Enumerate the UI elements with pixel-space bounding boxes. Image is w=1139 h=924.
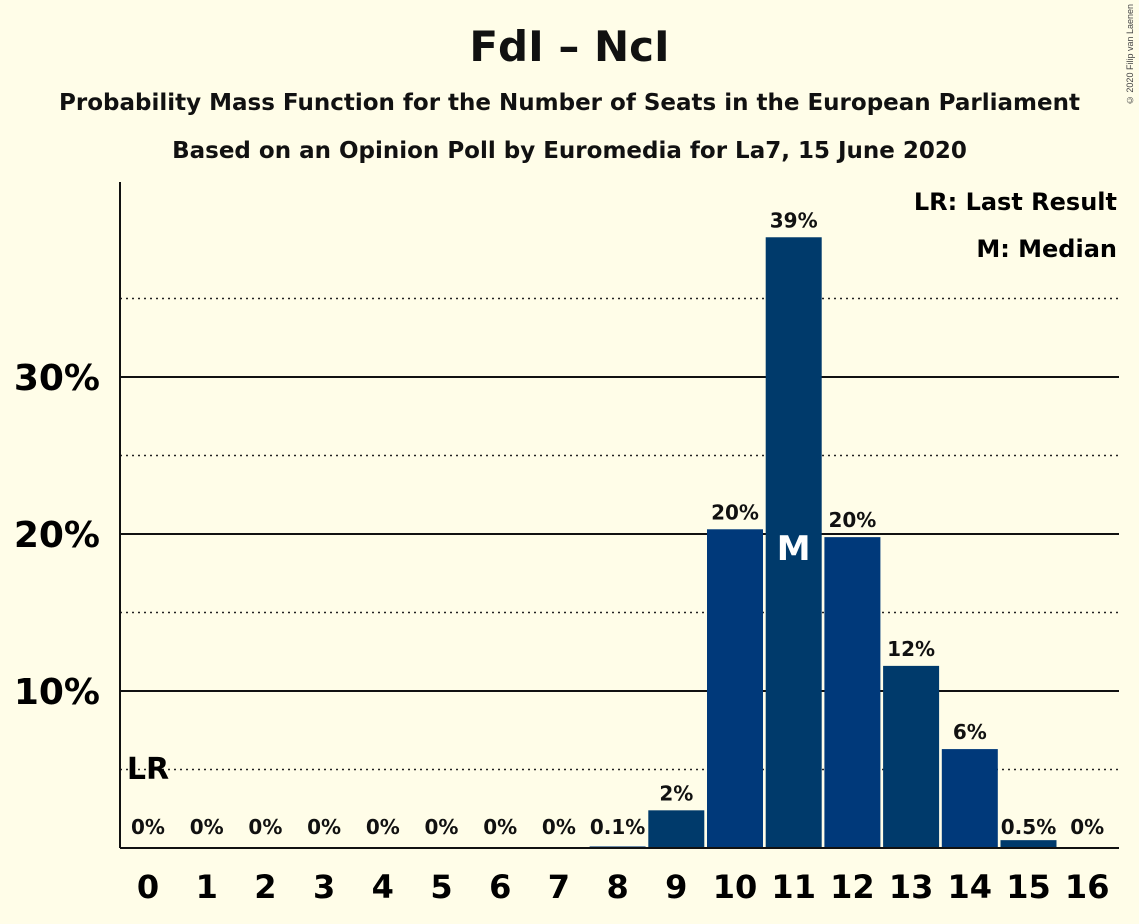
last-result-marker: LR xyxy=(127,752,169,787)
x-tick-label: 15 xyxy=(1006,868,1051,906)
data-label-14: 6% xyxy=(953,720,987,744)
grid-lines xyxy=(120,297,1119,771)
x-tick-label: 14 xyxy=(948,868,993,906)
median-marker: M xyxy=(777,529,811,569)
data-label-6: 0% xyxy=(483,815,517,839)
x-tick-label: 12 xyxy=(830,868,875,906)
x-tick-label: 10 xyxy=(713,868,758,906)
x-tick-label: 13 xyxy=(889,868,934,906)
x-tick-label: 16 xyxy=(1065,868,1110,906)
x-tick-label: 6 xyxy=(489,868,511,906)
x-tick-label: 11 xyxy=(771,868,816,906)
data-label-10: 20% xyxy=(711,500,759,524)
legend-median: M: Median xyxy=(976,235,1117,263)
x-tick-label: 2 xyxy=(254,868,276,906)
data-label-0: 0% xyxy=(131,815,165,839)
y-tick-label: 20% xyxy=(14,515,100,556)
label-bg xyxy=(763,203,824,232)
axes: 10%20%30%0 1 2 3 4 5 6 7 8 9 10 11 12 13 14 15 16 xyxy=(14,182,1119,906)
bar-9 xyxy=(648,810,705,848)
chart-title: FdI – NcI xyxy=(469,22,670,71)
data-labels: 0% 0% 0% 0% 0% 0% 0% 0% 0.1% 2% 20% 39% 20% 12% 6% 0.5%… xyxy=(127,203,1104,839)
bar-11 xyxy=(765,237,822,848)
y-tick-label: 30% xyxy=(14,358,100,399)
x-tick-label: 4 xyxy=(372,868,394,906)
data-label-3: 0% xyxy=(307,815,341,839)
data-label-2: 0% xyxy=(248,815,282,839)
data-label-5: 0% xyxy=(425,815,459,839)
chart-source: Based on an Opinion Poll by Euromedia fo… xyxy=(172,138,967,164)
data-label-9: 2% xyxy=(659,781,693,805)
data-label-7: 0% xyxy=(542,815,576,839)
data-label-4: 0% xyxy=(366,815,400,839)
chart-subtitle: Probability Mass Function for the Number… xyxy=(59,90,1080,116)
data-label-12: 20% xyxy=(828,508,876,532)
data-label-11: 39% xyxy=(770,208,818,232)
x-tick-label: 3 xyxy=(313,868,335,906)
legend-last-result: LR: Last Result xyxy=(914,188,1117,216)
bar-13 xyxy=(883,665,940,848)
x-tick-label: 5 xyxy=(430,868,452,906)
data-label-8: 0.1% xyxy=(590,815,645,839)
x-tick-label: 9 xyxy=(665,868,687,906)
x-tick-label: 1 xyxy=(196,868,218,906)
bar-14 xyxy=(941,749,998,848)
bars xyxy=(589,237,1057,848)
y-tick-label: 10% xyxy=(14,672,100,713)
data-label-15: 0.5% xyxy=(1001,815,1056,839)
data-label-16: 0% xyxy=(1070,815,1104,839)
data-label-1: 0% xyxy=(190,815,224,839)
x-tick-label: 7 xyxy=(548,868,570,906)
x-tick-label: 8 xyxy=(606,868,628,906)
data-label-13: 12% xyxy=(887,637,935,661)
bar-12 xyxy=(824,537,881,848)
x-tick-label: 0 xyxy=(137,868,159,906)
bar-15 xyxy=(1000,840,1057,848)
bar-10 xyxy=(707,529,763,848)
legend: LR: Last Result M: Median xyxy=(914,188,1117,263)
